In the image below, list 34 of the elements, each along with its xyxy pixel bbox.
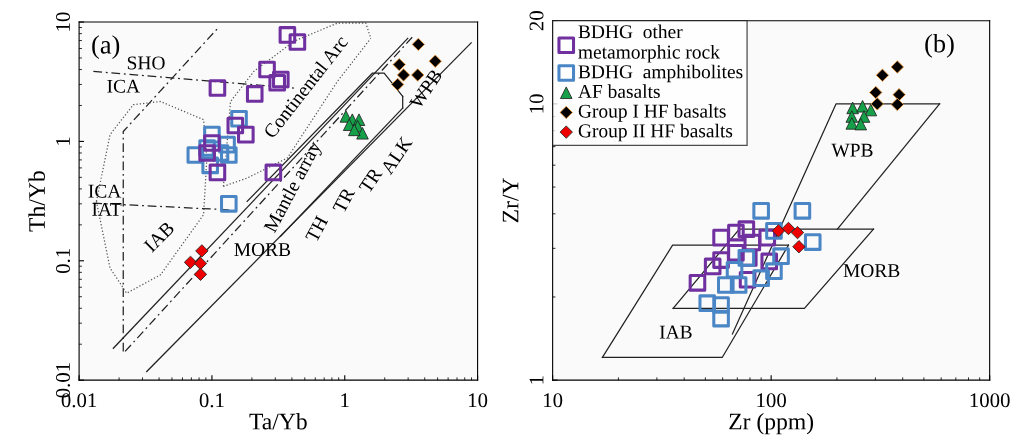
x-axis-title: Ta/Yb bbox=[249, 412, 307, 430]
legend-label: Group II HF basalts bbox=[578, 123, 733, 142]
x-axis-title: Zr (ppm) bbox=[729, 412, 814, 435]
annotation: ICA bbox=[107, 79, 140, 93]
x-tick-label: 1000 bbox=[970, 393, 1010, 408]
y-tick-label: 1 bbox=[529, 376, 544, 384]
annotation: ICA bbox=[88, 184, 122, 198]
legend-label: BDHG amphibolites bbox=[578, 64, 743, 83]
annotation: SHO bbox=[127, 56, 165, 70]
legend-label: BDHG other metamorphic rock bbox=[578, 24, 720, 63]
annotation: IAB bbox=[659, 325, 692, 339]
annotation: MORB bbox=[843, 264, 900, 278]
annotation: WPB bbox=[831, 143, 873, 157]
y-tick-label: 10 bbox=[529, 94, 544, 113]
x-tick-label: 100 bbox=[757, 393, 786, 408]
y-tick-label: 10 bbox=[55, 12, 70, 31]
y-axis-title: Zr/Y bbox=[502, 178, 519, 223]
x-tick-label: 0.1 bbox=[199, 393, 224, 408]
annotation: IAT bbox=[92, 202, 122, 216]
annotation: TR bbox=[358, 166, 383, 195]
chart-title: (b) bbox=[925, 33, 954, 58]
annotation: TR bbox=[332, 186, 356, 214]
y-tick-label: 1 bbox=[56, 137, 70, 145]
chart-title: (a) bbox=[92, 35, 120, 60]
x-tick-label: 1 bbox=[341, 393, 349, 408]
y-tick-label: 20 bbox=[529, 11, 544, 31]
y-tick-label: 0.1 bbox=[55, 249, 71, 273]
legend-label: Group I HF basalts bbox=[578, 104, 726, 122]
annotation: TH bbox=[305, 215, 329, 244]
legend-label: AF basalts bbox=[578, 84, 660, 99]
x-tick-label: 10 bbox=[544, 393, 563, 408]
x-tick-label: 10 bbox=[469, 393, 488, 408]
annotation: IAB bbox=[143, 221, 175, 253]
y-axis-title: Th/Yb bbox=[28, 171, 45, 232]
